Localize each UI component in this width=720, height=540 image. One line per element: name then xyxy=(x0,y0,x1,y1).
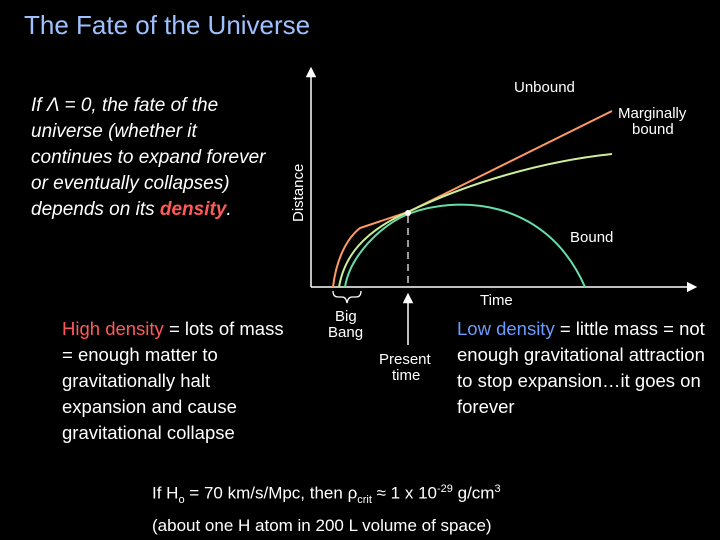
high-density-highlight: High density xyxy=(62,318,164,339)
low-density-text: = little mass = not enough gravitational… xyxy=(457,318,705,417)
bound-label: Bound xyxy=(570,229,613,246)
low-density-note: Low density = little mass = not enough g… xyxy=(457,316,707,420)
x-axis-label: Time xyxy=(480,292,513,309)
formula-sub-crit: crit xyxy=(357,494,372,507)
unbound-label: Unbound xyxy=(514,79,575,96)
low-density-highlight: Low density xyxy=(457,318,555,339)
present-time-label-1: Present xyxy=(379,351,432,368)
y-axis-label: Distance xyxy=(290,164,307,222)
formula-line-1: If Ho = 70 km/s/Mpc, then ρcrit ≈ 1 x 10… xyxy=(152,476,501,513)
unbound-curve xyxy=(332,110,613,288)
high-density-text: = lots of mass = enough matter to gravit… xyxy=(62,318,284,443)
big-bang-label-1: Big xyxy=(335,308,357,325)
formula-text-d: g/cm xyxy=(452,483,495,503)
marginally-bound-label-1: Marginally xyxy=(618,105,687,122)
intro-text-main: If Λ = 0, the fate of the universe (whet… xyxy=(31,95,266,220)
present-point xyxy=(405,210,411,216)
formula-text-b: = 70 km/s/Mpc, then ρ xyxy=(184,483,358,503)
formula-text-c: ≈ 1 x 10 xyxy=(371,483,437,503)
marginally-bound-curve xyxy=(338,153,613,288)
bound-curve xyxy=(344,203,586,288)
present-time-label-2: time xyxy=(392,367,420,384)
formula-text-a: If H xyxy=(152,483,179,503)
density-highlight: density xyxy=(159,199,227,220)
high-density-note: High density = lots of mass = enough mat… xyxy=(62,316,297,446)
big-bang-bracket xyxy=(332,290,362,304)
formula-line-2: (about one H atom in 200 L volume of spa… xyxy=(152,516,492,536)
formula-sup-3: 3 xyxy=(494,483,501,495)
big-bang-label-2: Bang xyxy=(328,324,363,341)
formula-sub-o: o xyxy=(178,494,185,507)
critical-density-formula: If Ho = 70 km/s/Mpc, then ρcrit ≈ 1 x 10… xyxy=(152,476,501,539)
page-title: The Fate of the Universe xyxy=(24,10,311,40)
formula-sup-exp: -29 xyxy=(437,483,453,495)
intro-text: If Λ = 0, the fate of the universe (whet… xyxy=(31,93,271,223)
intro-text-end: . xyxy=(226,199,232,220)
marginally-bound-label-2: bound xyxy=(632,121,674,138)
